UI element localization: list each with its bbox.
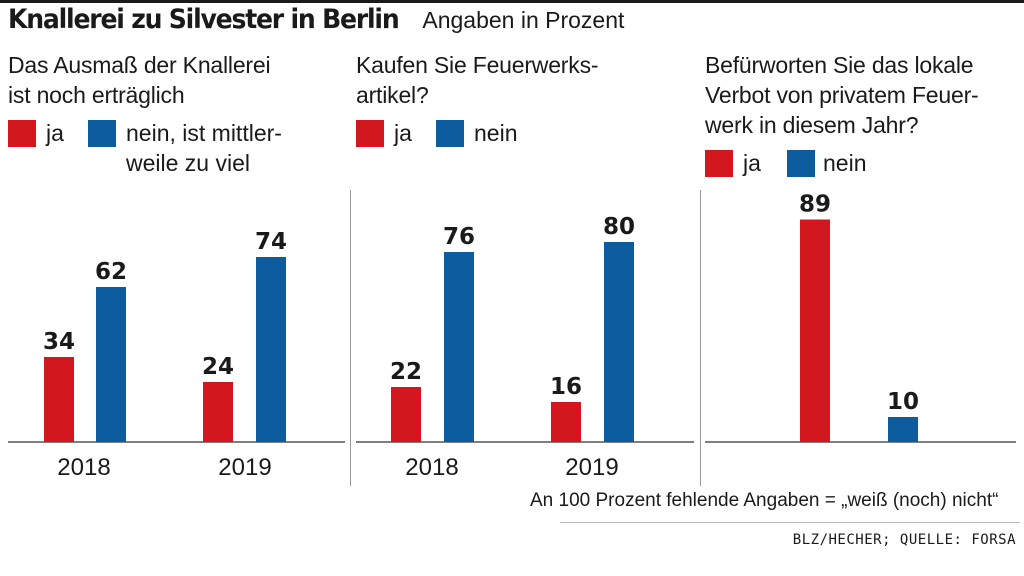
data-label: 74 xyxy=(255,229,287,255)
bar-ja xyxy=(203,382,233,442)
panel-feuerwerk-kauf: Kaufen Sie Feuerwerks- artikel? ja nein xyxy=(356,50,599,147)
question-line: artikel? xyxy=(356,82,429,108)
legend-label-nein: nein xyxy=(474,120,518,146)
bottom-rule xyxy=(560,522,1020,523)
bar-nein xyxy=(604,242,634,442)
x-tick-label: 2019 xyxy=(565,454,618,481)
bar-ja xyxy=(551,402,581,442)
data-label: 80 xyxy=(603,214,635,240)
question-line: Das Ausmaß der Knallerei xyxy=(8,52,271,78)
panel-question: Kaufen Sie Feuerwerks- artikel? xyxy=(356,50,599,110)
bar-nein xyxy=(444,252,474,442)
footnote: An 100 Prozent fehlende Angaben = „weiß … xyxy=(530,490,999,511)
chart-header: Knallerei zu Silvester in Berlin Angaben… xyxy=(8,4,624,35)
chart-title: Knallerei zu Silvester in Berlin xyxy=(8,4,400,35)
x-tick-label: 2018 xyxy=(57,454,110,481)
legend-swatch-nein xyxy=(88,120,116,147)
panel-question: Das Ausmaß der Knallerei ist noch erträg… xyxy=(8,50,271,110)
legend-label-line: nein, ist mittler- xyxy=(126,120,282,146)
question-line: werk in diesem Jahr? xyxy=(705,112,919,138)
bar-ja xyxy=(391,387,421,442)
bar-nein xyxy=(96,287,126,442)
data-label: 10 xyxy=(887,389,919,415)
question-line: Kaufen Sie Feuerwerks- xyxy=(356,52,599,78)
source-credit: BLZ/HECHER; QUELLE: FORSA xyxy=(792,532,1016,548)
legend-swatch-nein xyxy=(436,120,464,147)
question-line: Befürworten Sie das lokale xyxy=(705,52,974,78)
panel-separator xyxy=(350,190,351,486)
data-label: 62 xyxy=(95,259,127,285)
bar-ja xyxy=(44,357,74,442)
top-rule xyxy=(0,0,1024,3)
question-line: Verbot von privatem Feuer- xyxy=(705,82,979,108)
panel-question: Befürworten Sie das lokale Verbot von pr… xyxy=(705,50,979,140)
bar-ja xyxy=(800,219,830,442)
panel-separator xyxy=(700,190,701,486)
legend-swatch-ja xyxy=(356,120,384,147)
legend-swatch-ja xyxy=(8,120,36,147)
data-label: 76 xyxy=(443,224,475,250)
legend-swatch-ja xyxy=(705,150,733,177)
question-line: ist noch erträglich xyxy=(8,82,185,108)
legend-label-ja: ja xyxy=(394,120,412,146)
bar-nein xyxy=(256,257,286,442)
legend-label-ja: ja xyxy=(743,150,761,176)
legend-label-nein: nein xyxy=(823,150,867,176)
panel-verbot: Befürworten Sie das lokale Verbot von pr… xyxy=(705,50,979,177)
data-label: 22 xyxy=(390,359,422,385)
legend-swatch-nein xyxy=(787,150,815,177)
data-label: 24 xyxy=(202,354,234,380)
legend-label-ja: ja xyxy=(46,120,64,146)
chart-subtitle: Angaben in Prozent xyxy=(422,7,625,33)
data-label: 89 xyxy=(799,192,831,218)
bar-nein xyxy=(888,417,918,442)
legend-label-line: weile zu viel xyxy=(126,150,250,176)
x-tick-label: 2019 xyxy=(218,454,271,481)
x-tick-label: 2018 xyxy=(405,454,458,481)
data-label: 34 xyxy=(43,329,75,355)
data-label: 16 xyxy=(550,374,582,400)
legend-label-nein: nein, ist mittler- weile zu viel xyxy=(126,118,282,178)
panel-knallerei: Das Ausmaß der Knallerei ist noch erträg… xyxy=(8,50,282,176)
